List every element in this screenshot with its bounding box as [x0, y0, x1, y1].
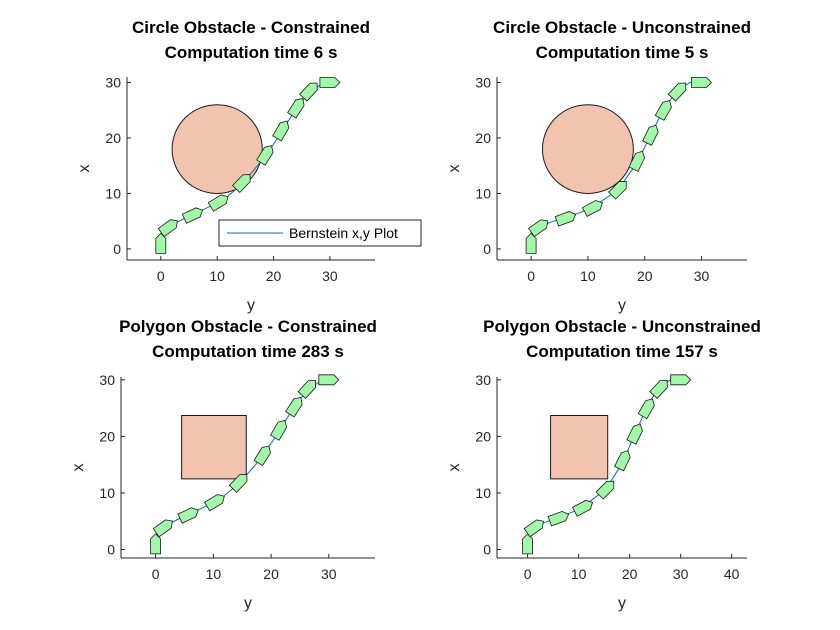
y-axis-label: x	[76, 165, 93, 173]
y-tick-label: 30	[475, 372, 491, 388]
legend-label: Bernstein x,y Plot	[289, 225, 398, 241]
vehicle-marker-icon	[272, 120, 290, 142]
chart-title-line-1: Circle Obstacle - Unconstrained	[493, 18, 751, 37]
chart-title-line-1: Circle Obstacle - Constrained	[132, 18, 370, 37]
chart-title-line-1: Polygon Obstacle - Constrained	[119, 317, 377, 336]
vehicle-marker-icon	[614, 450, 631, 472]
y-tick-label: 10	[475, 485, 491, 501]
vehicle-marker-icon	[253, 445, 271, 467]
vehicle-marker-icon	[287, 98, 305, 119]
x-tick-label: 0	[152, 566, 160, 582]
chart-title-line-2: Computation time 283 s	[152, 342, 344, 361]
circle-obstacle	[541, 104, 634, 194]
x-tick-label: 20	[622, 566, 638, 582]
vehicle-marker-icon	[626, 423, 643, 445]
circle-obstacle	[171, 104, 263, 194]
x-axis-label: y	[618, 297, 626, 314]
x-tick-label: 20	[263, 566, 279, 582]
vehicle-marker-icon	[642, 124, 659, 146]
vehicle-marker-icon	[523, 519, 544, 538]
chart-title-line-2: Computation time 6 s	[165, 43, 338, 62]
vehicle-marker-icon	[595, 480, 615, 500]
vehicle-marker-icon	[667, 82, 687, 102]
vehicle-marker-icon	[319, 77, 341, 88]
vehicle-marker-icon	[297, 379, 317, 399]
vehicle-marker-icon	[207, 194, 229, 212]
y-tick-label: 20	[475, 428, 491, 444]
vehicle-marker-icon	[285, 396, 303, 418]
x-tick-label: 0	[524, 566, 532, 582]
y-tick-label: 0	[113, 241, 121, 257]
x-tick-label: 30	[322, 268, 338, 284]
subplot-4: Polygon Obstacle - Unconstrained Computat…	[446, 317, 761, 612]
y-axis-label: x	[446, 464, 463, 472]
vehicle-marker-icon	[581, 200, 603, 217]
x-axis-label: y	[244, 595, 252, 612]
vehicle-marker-icon	[637, 398, 655, 420]
x-tick-label: 20	[637, 268, 653, 284]
x-tick-label: 10	[580, 268, 596, 284]
polygon-obstacle	[181, 414, 247, 480]
subplot-3: Polygon Obstacle - Constrained Computatio…	[70, 317, 377, 612]
vehicle-marker-icon	[554, 211, 577, 227]
x-tick-label: 0	[157, 268, 165, 284]
x-axis-label: y	[618, 595, 626, 612]
vehicle-marker-icon	[547, 510, 570, 527]
x-tick-label: 40	[724, 566, 740, 582]
vehicle-marker-icon	[691, 77, 713, 88]
x-tick-label: 0	[527, 268, 535, 284]
vehicle-marker-icon	[571, 499, 594, 517]
vehicle-marker-icon	[649, 379, 668, 399]
chart-title-line-1: Polygon Obstacle - Unconstrained	[483, 317, 761, 336]
legend: Bernstein x,y Plot	[218, 219, 422, 247]
y-tick-label: 0	[483, 241, 491, 257]
vehicle-marker-icon	[231, 174, 251, 194]
y-tick-label: 20	[475, 130, 491, 146]
chart-title-line-2: Computation time 5 s	[536, 43, 709, 62]
y-tick-label: 0	[483, 542, 491, 558]
x-tick-label: 10	[206, 566, 222, 582]
y-tick-label: 10	[99, 485, 115, 501]
y-tick-label: 10	[105, 185, 121, 201]
vehicle-marker-icon	[654, 100, 672, 121]
vehicle-marker-icon	[269, 419, 288, 441]
vehicle-marker-icon	[318, 374, 340, 386]
y-tick-label: 30	[105, 75, 121, 91]
y-axis-label: x	[70, 464, 87, 472]
x-tick-label: 10	[209, 268, 225, 284]
subplot-1: Circle Obstacle - Constrained Computation…	[76, 18, 422, 314]
polygon-obstacle	[550, 414, 609, 480]
vehicle-marker-icon	[608, 181, 627, 200]
x-tick-label: 20	[266, 268, 282, 284]
x-tick-label: 30	[321, 566, 337, 582]
vehicle-marker-icon	[150, 533, 162, 555]
y-tick-label: 0	[107, 542, 115, 558]
y-tick-label: 30	[475, 75, 491, 91]
vehicle-marker-icon	[670, 374, 692, 386]
x-tick-label: 30	[673, 566, 689, 582]
x-tick-label: 30	[694, 268, 710, 284]
vehicle-marker-icon	[152, 519, 173, 538]
y-tick-label: 20	[105, 130, 121, 146]
vehicle-marker-icon	[204, 494, 225, 512]
y-tick-label: 20	[99, 428, 115, 444]
vehicle-marker-icon	[256, 145, 274, 166]
vehicle-marker-icon	[181, 207, 204, 224]
vehicle-marker-icon	[628, 150, 646, 172]
vehicle-marker-icon	[157, 219, 178, 238]
y-axis-label: x	[446, 165, 463, 173]
subplot-2: Circle Obstacle - Unconstrained Computati…	[446, 18, 751, 314]
x-axis-label: y	[247, 297, 255, 314]
chart-title-line-2: Computation time 157 s	[526, 342, 718, 361]
vehicle-marker-icon	[299, 82, 318, 102]
y-tick-label: 10	[475, 185, 491, 201]
vehicle-marker-icon	[228, 473, 248, 493]
x-tick-label: 10	[571, 566, 587, 582]
vehicle-marker-icon	[177, 507, 199, 524]
y-tick-label: 30	[99, 372, 115, 388]
vehicle-marker-icon	[527, 219, 549, 238]
vehicle-marker-icon	[522, 533, 533, 555]
